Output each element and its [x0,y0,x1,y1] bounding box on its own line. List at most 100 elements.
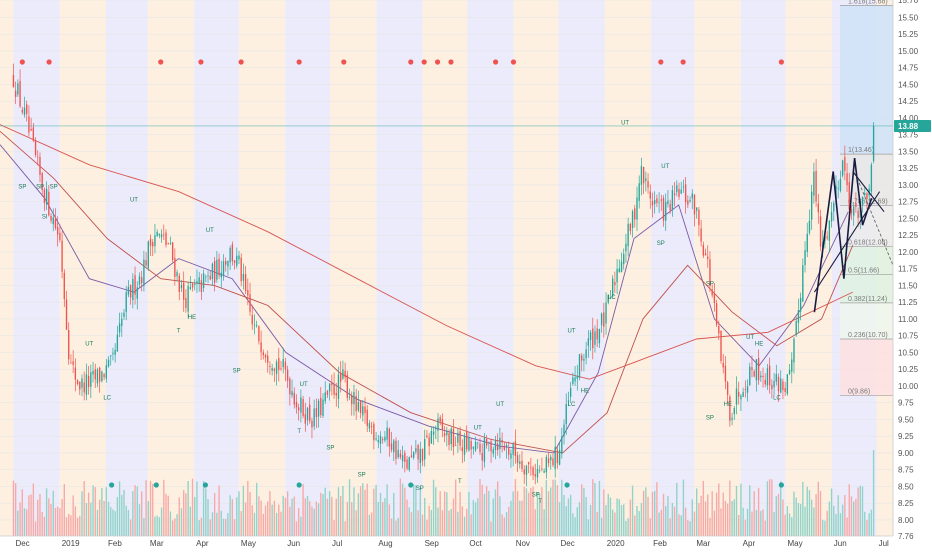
x-tick-label: Apr [196,539,209,548]
volume-bar [14,483,17,536]
volume-bar [676,482,678,536]
candle-body [720,330,722,362]
volume-bar [746,508,749,536]
volume-bar [147,501,150,536]
candle-body [771,384,773,390]
x-tick-label: Apr [743,539,756,548]
volume-bar [90,502,92,536]
volume-bar [830,488,833,536]
candle-body [48,191,50,216]
volume-bar [386,484,388,536]
y-tick-label: 11.25 [898,298,918,307]
volume-bar [222,518,225,536]
volume-bar [306,495,309,536]
pattern-label: T [458,479,462,485]
volume-bar [401,483,404,536]
volume-bar [589,504,592,536]
candle-body [346,375,349,398]
volume-bar [828,501,831,536]
candle-body [826,236,828,239]
volume-bar [735,485,738,536]
candle-body [441,419,444,430]
candle-body [514,441,517,457]
volume-bar [516,491,519,536]
fibonacci-retracement[interactable]: 1.618(15.68) 1(13.46) 0.786(12.69) 0.618(12… [840,0,893,396]
volume-bar [145,480,147,536]
candle-body [404,452,406,462]
candle-body [189,287,192,289]
candle-body [547,458,550,464]
volume-bar [141,491,143,536]
candle-body [735,388,738,405]
volume-bar [430,509,433,536]
sell-signal-marker [680,59,686,65]
volume-bar [786,506,789,536]
sell-signal-marker [448,59,454,65]
candle-body [258,326,260,342]
x-tick-label: Aug [378,539,392,548]
candle-body [864,193,866,196]
volume-bar [406,499,408,536]
candle-body [160,234,163,238]
volume-bar [505,512,508,536]
candle-body [342,369,344,379]
volume-bar [129,519,132,536]
candle-body [645,178,647,181]
candle-body [508,448,510,455]
volume-bar [229,495,231,536]
volume-bar [872,450,875,536]
volume-bar [558,502,561,536]
candle-body [625,243,627,252]
candle-body [815,170,817,202]
volume-bar [503,517,506,536]
candle-body [213,261,216,283]
candle-body [209,275,211,280]
candle-body [746,386,749,393]
volume-bar [729,480,731,536]
candle-body [481,452,483,461]
candle-body [844,156,846,171]
candle-body [795,321,797,336]
y-tick-label: 10.00 [898,382,919,391]
pattern-overlay[interactable]: SP SP SPSIUTLCUTTHEUTSPUTTSPSPSPUTUTTSPTUT… [18,121,894,506]
volume-bar [399,478,402,536]
candle-body [534,474,536,477]
pattern-label: UT [568,328,576,334]
y-tick-label: 15.50 [898,13,919,22]
buy-signal-marker [564,482,570,488]
candle-body [333,384,335,395]
y-axis[interactable]: 7.76 8.00 8.25 8.50 8.75 9.00 9.25 9.50 9.75 10.0… [892,0,932,550]
candle-body [32,127,35,141]
volume-bar [813,507,815,536]
volume-bar [793,491,795,536]
volume-bar [242,485,245,536]
candle-body [857,210,859,219]
y-tick-label: 11.75 [898,265,918,274]
candle-body [52,217,54,225]
candle-body [589,332,592,341]
volume-bar [379,492,382,536]
x-tick-label: Nov [516,539,530,548]
volume-bar [271,504,273,536]
candle-body [722,362,724,368]
volume-bar [205,488,207,536]
volume-bar [696,488,698,536]
candle-body [145,260,147,266]
candle-body [466,431,468,450]
volume-bar [390,518,393,536]
candlesticks[interactable] [12,63,875,487]
volume-bar [545,479,548,536]
volume-bar [340,495,342,536]
volume-bar [213,493,216,536]
volume-bar [366,483,368,536]
volume-bar [578,502,581,536]
volume-bar [165,493,167,536]
candle-body [753,371,755,377]
sell-signal-marker [434,59,441,65]
volume-bar [682,479,685,536]
volume-bar [384,498,386,536]
candle-body [527,462,530,465]
candle-body [707,256,709,259]
